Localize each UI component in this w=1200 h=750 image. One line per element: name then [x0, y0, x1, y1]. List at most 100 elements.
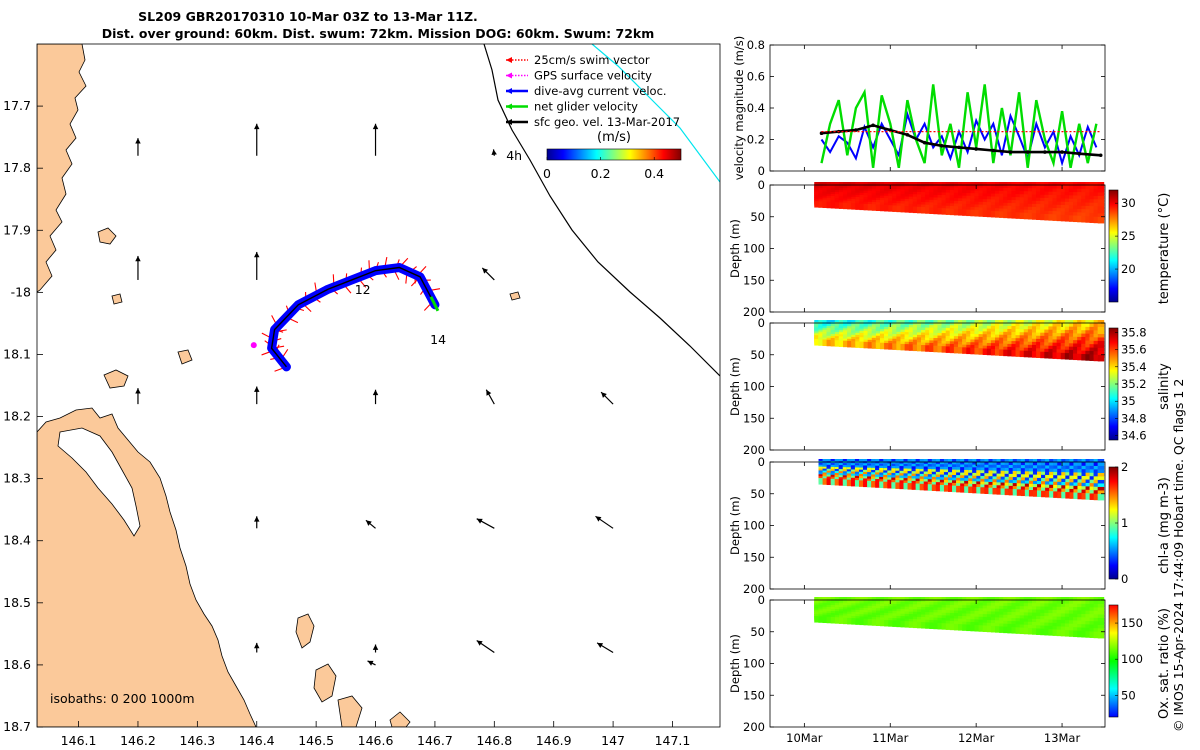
geostrophic-arrow — [254, 123, 260, 156]
cyan-line — [591, 44, 720, 183]
section-cell — [1060, 619, 1068, 627]
section-cell — [1061, 491, 1068, 499]
section-cell — [879, 481, 886, 489]
y-tick-label: 0 — [758, 593, 765, 607]
section-cell — [978, 625, 986, 632]
section-cell — [1064, 610, 1072, 617]
legend-label: GPS surface velocity — [534, 69, 652, 83]
section-cell — [1019, 627, 1027, 635]
section-cell — [1008, 488, 1016, 496]
section-cell — [1064, 333, 1072, 340]
section-cell — [1077, 607, 1084, 614]
section-cell — [995, 626, 1002, 633]
section-cell — [1089, 347, 1096, 355]
section-cell — [962, 209, 969, 216]
section-cell — [982, 348, 990, 355]
section-cell — [1081, 617, 1088, 624]
series-point — [1060, 150, 1064, 154]
section-cell — [1089, 354, 1096, 361]
section-cell — [907, 483, 915, 490]
colorbar-tick-label: 0 — [543, 166, 551, 181]
geostrophic-arrow — [372, 123, 379, 156]
series-point — [1025, 150, 1030, 154]
mainland-south — [37, 407, 257, 727]
section-cell — [1020, 489, 1028, 497]
series-point — [905, 132, 910, 137]
y-tick-label: 200 — [743, 305, 765, 319]
section-cell — [982, 625, 990, 632]
net-glider-velocity — [429, 296, 440, 312]
section-cell — [933, 622, 940, 630]
section-cell — [1060, 610, 1068, 617]
section-cell — [896, 205, 903, 213]
section-cell — [1081, 479, 1089, 486]
section-cell — [925, 622, 932, 629]
section-cell — [1081, 610, 1088, 618]
section-cell — [1040, 628, 1047, 636]
section-cell — [1060, 352, 1068, 360]
section-cell — [1081, 614, 1088, 621]
section-cell — [1073, 610, 1080, 617]
section-cell — [1077, 340, 1084, 347]
section-cell — [1056, 214, 1064, 222]
section-cell — [929, 345, 936, 352]
section-cell — [1097, 628, 1105, 635]
section-cell — [1060, 339, 1068, 347]
section-cell — [1065, 482, 1072, 489]
section-cell — [1068, 333, 1076, 340]
section-cell — [900, 205, 908, 213]
y-tick-label: 200 — [743, 582, 765, 596]
legend-entry: dive-avg current veloc. — [506, 84, 667, 98]
section-cell — [847, 340, 854, 348]
credit-text: © IMOS 15-Apr-2024 17:44:09 Hobart time.… — [1171, 379, 1186, 732]
section-cell — [1085, 199, 1092, 206]
section-cell — [1081, 627, 1088, 635]
section-cell — [1089, 628, 1096, 635]
section-cell — [854, 480, 862, 487]
geostrophic-arrow — [372, 389, 379, 405]
section-cell — [842, 479, 850, 486]
section-cell — [912, 621, 920, 629]
section-cell — [1093, 192, 1101, 199]
section-cell — [1061, 478, 1068, 486]
section-cell — [916, 206, 924, 214]
x-tick-label: 12Mar — [958, 731, 995, 745]
section-cell — [904, 621, 912, 628]
section-cell — [1093, 340, 1101, 348]
section-cell — [1000, 488, 1008, 495]
section-cell — [935, 484, 943, 492]
series-point — [819, 131, 824, 135]
section-cell — [838, 340, 846, 347]
section-cell — [1093, 199, 1101, 206]
section-cell — [970, 624, 977, 632]
section-cell — [884, 342, 891, 350]
section-cell — [1060, 600, 1068, 607]
section-cell — [1073, 195, 1080, 202]
colorbar-tick-label: 25 — [1121, 229, 1136, 243]
section-cell — [1057, 462, 1064, 469]
section-cell — [1060, 603, 1068, 611]
section-cell — [867, 619, 875, 626]
section-cell — [966, 209, 973, 217]
section-cell — [995, 211, 1002, 218]
section-cell — [1027, 213, 1035, 220]
section-cell — [1077, 202, 1084, 209]
section-cell — [1093, 600, 1101, 607]
section-cell — [1060, 214, 1068, 222]
section-cell — [1056, 610, 1064, 617]
section-cell — [974, 625, 981, 632]
island-palm — [103, 369, 129, 389]
section-cell — [937, 345, 944, 353]
section-cell — [1068, 613, 1076, 621]
section-cell — [1077, 209, 1084, 216]
legend-label: net glider velocity — [534, 100, 638, 114]
glider-track — [270, 266, 436, 368]
section-cell — [1093, 216, 1101, 224]
section-cell — [1064, 198, 1072, 206]
section-cell — [855, 203, 862, 210]
section-cell — [871, 481, 878, 488]
section-cell — [1081, 337, 1088, 344]
section-cell — [1097, 340, 1105, 348]
y-tick-label: 150 — [743, 688, 765, 702]
section-cell — [986, 348, 994, 356]
